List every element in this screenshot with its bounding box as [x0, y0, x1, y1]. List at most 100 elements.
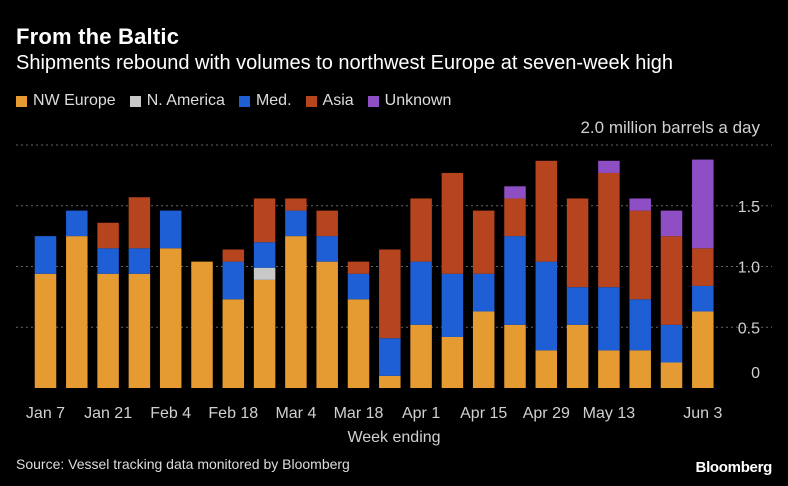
bar-med-19 [629, 299, 651, 351]
bar-asia-18 [598, 172, 620, 288]
bar-nw-europe-19 [629, 350, 651, 388]
x-tick-label-4: Mar 4 [275, 405, 316, 422]
bar-asia-21 [692, 248, 714, 286]
bar-nw-europe-1 [66, 236, 88, 388]
bar-asia-11 [379, 249, 401, 339]
y-tick-label-0: 0 [751, 365, 760, 382]
bar-asia-2 [97, 222, 119, 249]
source-note: Source: Vessel tracking data monitored b… [16, 456, 350, 472]
bar-asia-10 [347, 261, 370, 274]
x-tick-label-0: Jan 7 [26, 405, 65, 422]
x-tick-label-10: Jun 3 [683, 405, 722, 422]
bar-asia-20 [660, 236, 683, 325]
bar-unknown-21 [692, 159, 714, 249]
bar-unknown-20 [660, 210, 683, 237]
bar-asia-8 [285, 198, 307, 211]
bar-unknown-18 [598, 160, 620, 173]
bar-nw-europe-3 [128, 273, 151, 388]
bar-asia-12 [410, 198, 432, 262]
bar-nw-europe-11 [379, 375, 401, 388]
legend-label-asia: Asia [322, 92, 354, 109]
y-tick-label-3: 1.5 [738, 199, 760, 216]
bar-asia-15 [504, 198, 526, 237]
x-tick-label-9: May 13 [583, 405, 636, 422]
bar-asia-19 [629, 210, 651, 300]
bar-med-0 [34, 236, 57, 274]
x-tick-label-2: Feb 4 [150, 405, 191, 422]
bar-nw-europe-10 [347, 299, 370, 388]
bar-nw-europe-20 [660, 362, 683, 388]
bar-asia-13 [441, 172, 464, 274]
legend-swatch-unknown [367, 95, 379, 107]
bar-nw-europe-6 [222, 299, 245, 388]
bar-med-8 [285, 210, 307, 237]
legend-item-nw-europe: NW Europe [16, 92, 116, 110]
x-tick-label-1: Jan 21 [84, 405, 132, 422]
bar-med-1 [66, 210, 88, 237]
bar-med-3 [128, 248, 151, 274]
bar-nw-europe-0 [34, 273, 57, 388]
bar-nw-europe-15 [504, 324, 526, 388]
x-tick-label-8: Apr 29 [523, 405, 570, 422]
bar-unknown-19 [629, 198, 651, 211]
x-axis-title: Week ending [347, 429, 440, 446]
legend-label-unknown: Unknown [384, 92, 452, 109]
legend-item-unknown: Unknown [367, 92, 452, 110]
y-tick-label-4: 2.0 million barrels a day [580, 118, 760, 137]
bar-nw-europe-5 [191, 261, 213, 388]
x-tick-label-7: Apr 15 [460, 405, 507, 422]
legend-item-asia: Asia [305, 92, 354, 110]
bar-med-13 [441, 273, 464, 337]
legend-item-med: Med. [238, 92, 292, 110]
legend-item-n-america: N. America [129, 92, 225, 110]
bar-nw-europe-9 [316, 261, 338, 388]
legend-swatch-nw-europe [16, 95, 27, 107]
bar-med-15 [504, 236, 526, 325]
bar-asia-16 [535, 160, 558, 262]
y-tick-label-1: 0.5 [738, 320, 760, 337]
bar-asia-7 [253, 198, 276, 243]
bar-nw-europe-18 [598, 350, 620, 388]
bar-med-9 [316, 236, 338, 262]
bar-nw-europe-16 [535, 350, 558, 388]
bar-med-21 [692, 285, 714, 312]
bar-med-12 [410, 261, 432, 325]
bar-med-18 [598, 287, 620, 351]
bar-unknown-15 [504, 186, 526, 199]
bar-med-14 [472, 273, 495, 312]
legend-label-nw-europe: NW Europe [33, 92, 116, 109]
bar-asia-6 [222, 249, 245, 262]
bar-med-11 [379, 338, 401, 376]
bar-nw-europe-8 [285, 236, 307, 388]
bar-nw-europe-12 [410, 324, 432, 388]
legend-swatch-med [238, 95, 250, 107]
bar-nw-europe-13 [441, 336, 464, 388]
bar-med-10 [347, 273, 370, 300]
legend-label-med: Med. [255, 92, 292, 109]
chart-subtitle: Shipments rebound with volumes to northw… [16, 52, 674, 74]
bar-med-20 [660, 324, 683, 363]
bar-asia-9 [316, 210, 338, 237]
chart-title: From the Baltic [16, 24, 180, 49]
bar-nw-europe-2 [97, 273, 119, 388]
x-tick-label-3: Feb 18 [208, 405, 258, 422]
bar-nw-europe-21 [692, 311, 714, 388]
bar-nw-europe-14 [472, 311, 495, 388]
bar-med-6 [222, 261, 245, 300]
bar-n-america-7 [253, 267, 276, 280]
bar-nw-europe-4 [159, 248, 182, 388]
bar-asia-17 [566, 198, 589, 288]
bar-nw-europe-17 [566, 324, 589, 388]
legend-swatch-asia [305, 95, 317, 107]
bar-nw-europe-7 [253, 279, 276, 388]
bar-med-4 [159, 210, 182, 249]
bar-med-17 [566, 287, 589, 325]
y-tick-label-2: 1.0 [738, 260, 760, 277]
bar-med-7 [253, 242, 276, 268]
x-tick-label-6: Apr 1 [402, 405, 440, 422]
legend: NW Europe N. America Med. Asia Unknown [16, 92, 465, 110]
bar-med-16 [535, 261, 558, 351]
bar-asia-3 [128, 197, 151, 249]
legend-label-n-america: N. America [146, 92, 225, 109]
